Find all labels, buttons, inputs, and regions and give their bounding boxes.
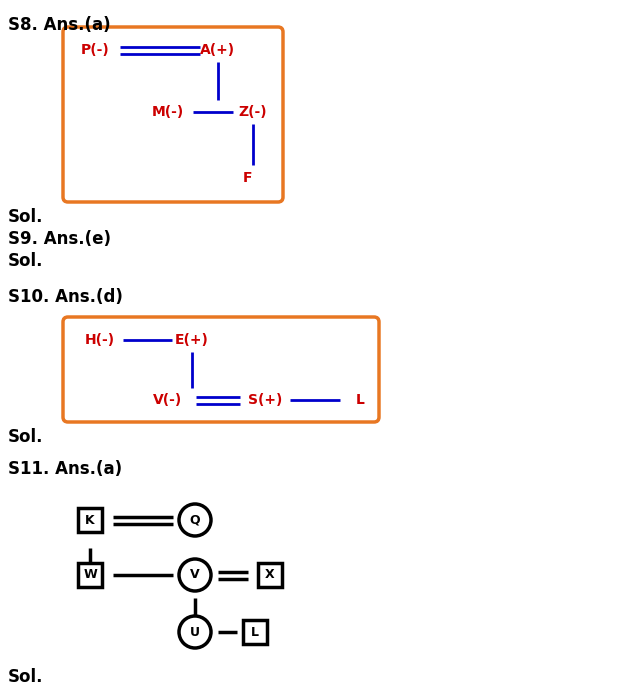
- Text: E(+): E(+): [175, 333, 209, 347]
- Text: S11. Ans.(a): S11. Ans.(a): [8, 460, 122, 478]
- Bar: [258, 563, 282, 587]
- Text: Sol.: Sol.: [8, 208, 44, 226]
- Text: U: U: [190, 625, 200, 638]
- Text: Sol.: Sol.: [8, 668, 44, 686]
- Bar: [243, 620, 267, 644]
- Text: W: W: [83, 569, 97, 581]
- Bar: [78, 563, 102, 587]
- Text: Sol.: Sol.: [8, 252, 44, 270]
- Text: A(+): A(+): [200, 43, 236, 57]
- Circle shape: [179, 616, 211, 648]
- Text: X: X: [265, 569, 275, 581]
- Text: V(-): V(-): [154, 393, 183, 407]
- Text: L: L: [251, 625, 259, 638]
- Text: Q: Q: [190, 514, 200, 526]
- Text: M(-): M(-): [152, 105, 184, 119]
- Text: Z(-): Z(-): [239, 105, 267, 119]
- Text: S9. Ans.(e): S9. Ans.(e): [8, 230, 111, 248]
- Text: H(-): H(-): [85, 333, 115, 347]
- Text: S10. Ans.(d): S10. Ans.(d): [8, 288, 123, 306]
- Text: L: L: [356, 393, 364, 407]
- Text: Sol.: Sol.: [8, 428, 44, 446]
- Text: P(-): P(-): [81, 43, 109, 57]
- Circle shape: [179, 559, 211, 591]
- Text: V: V: [190, 569, 200, 581]
- Bar: [78, 508, 102, 532]
- Text: K: K: [85, 514, 95, 526]
- Circle shape: [179, 504, 211, 536]
- Text: S(+): S(+): [248, 393, 282, 407]
- Text: S8. Ans.(a): S8. Ans.(a): [8, 16, 111, 34]
- Text: F: F: [243, 171, 253, 185]
